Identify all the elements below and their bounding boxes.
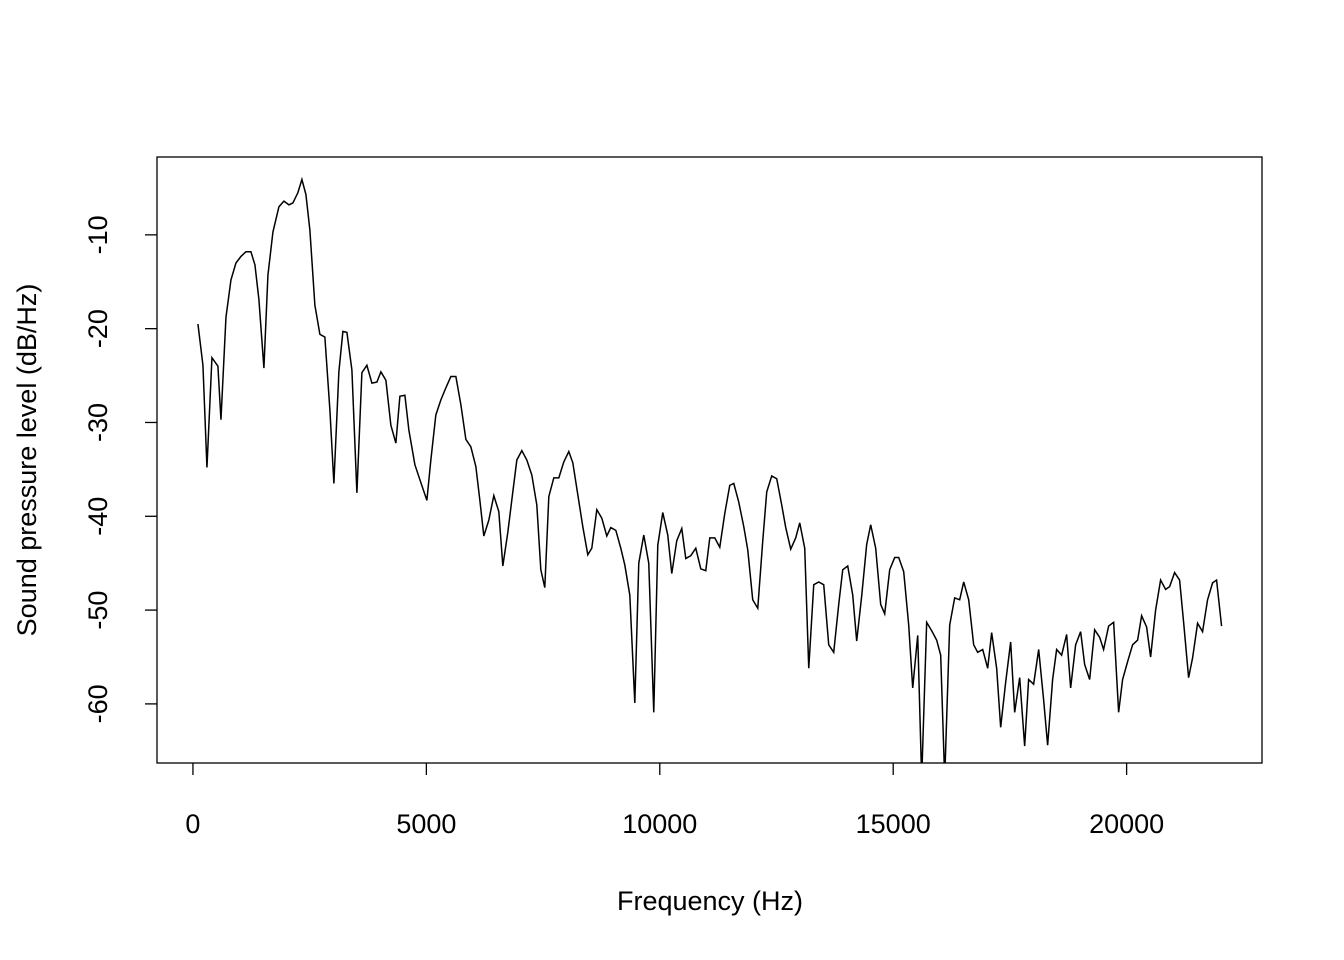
x-axis-label: Frequency (Hz) xyxy=(617,886,803,916)
y-axis-label: Sound pressure level (dB/Hz) xyxy=(12,284,42,637)
x-tick-label: 0 xyxy=(185,809,200,839)
x-tick-label: 15000 xyxy=(856,809,931,839)
y-tick-label: -30 xyxy=(83,403,113,442)
x-tick-label: 5000 xyxy=(396,809,456,839)
y-tick-label: -60 xyxy=(83,684,113,723)
plot-frame xyxy=(156,156,1263,764)
x-tick-label: 10000 xyxy=(622,809,697,839)
y-tick-label: -10 xyxy=(83,215,113,254)
x-tick-label: 20000 xyxy=(1089,809,1164,839)
y-tick-label: -20 xyxy=(83,309,113,348)
data-line xyxy=(197,176,1223,763)
y-tick-label: -50 xyxy=(83,591,113,630)
y-tick-label: -40 xyxy=(83,497,113,536)
